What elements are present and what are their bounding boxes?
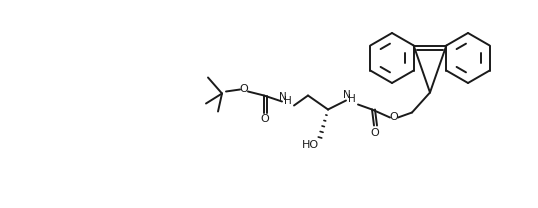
Text: O: O xyxy=(239,84,249,94)
Text: O: O xyxy=(390,113,398,123)
Text: N: N xyxy=(343,90,351,100)
Text: N: N xyxy=(279,93,287,103)
Text: H: H xyxy=(348,94,356,104)
Text: HO: HO xyxy=(301,140,318,151)
Text: O: O xyxy=(371,128,379,137)
Text: O: O xyxy=(260,114,270,125)
Text: H: H xyxy=(284,97,292,106)
